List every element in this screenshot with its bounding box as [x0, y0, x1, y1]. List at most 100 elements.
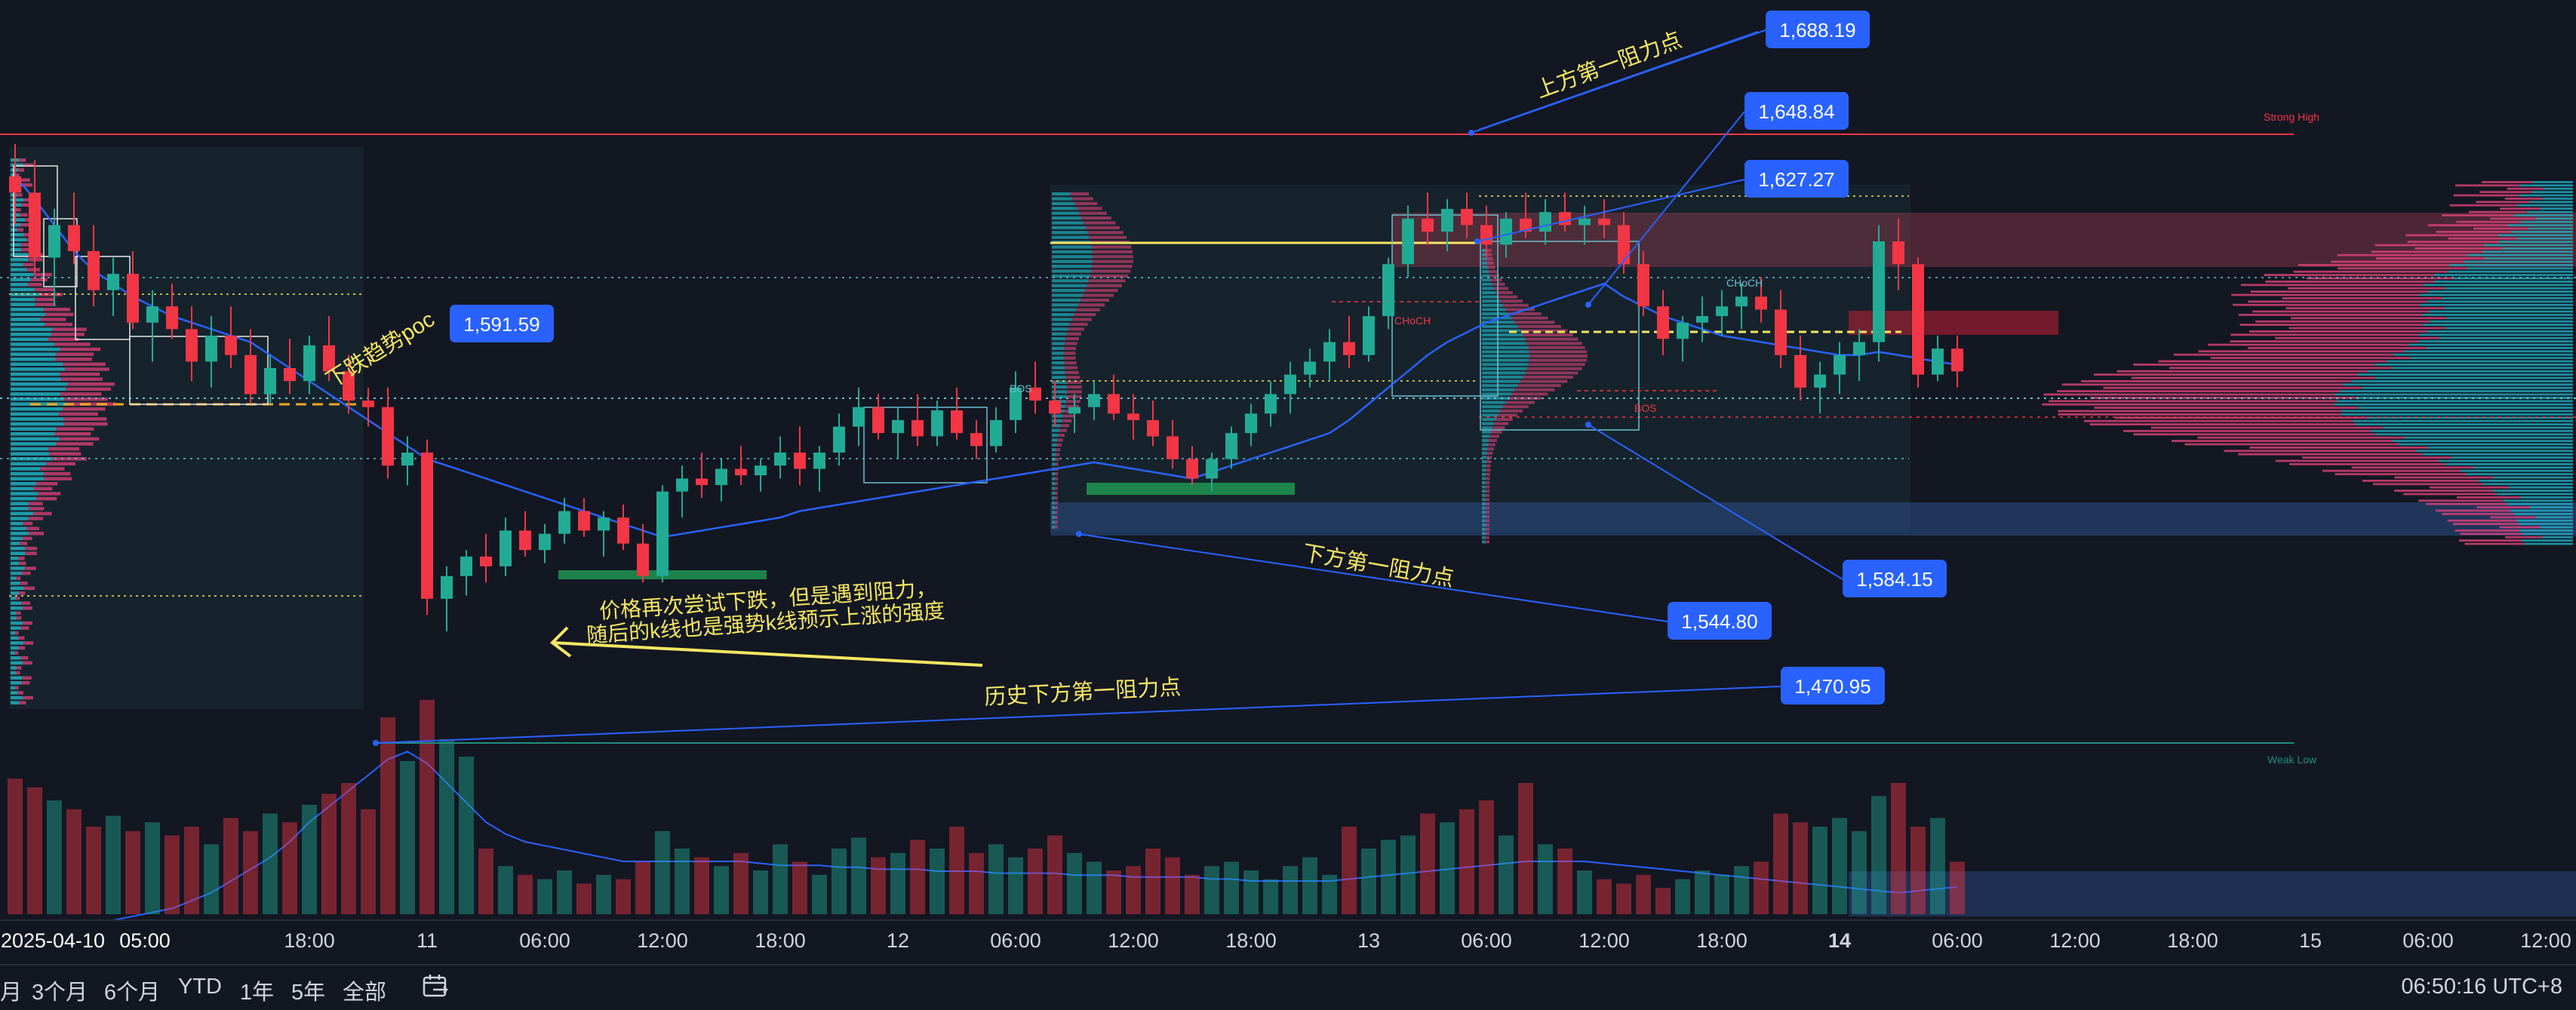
- range-ytd-button[interactable]: YTD: [178, 975, 222, 999]
- volume-bar: [164, 835, 180, 914]
- candle-body: [970, 433, 982, 447]
- volume-profile-bar: [54, 342, 91, 346]
- volume-profile-bar: [2265, 281, 2435, 283]
- volume-bar: [655, 830, 670, 914]
- volume-bar: [930, 849, 945, 914]
- candle-body: [186, 329, 198, 362]
- range-5-year-button[interactable]: 5年: [291, 981, 326, 1005]
- range-month-button[interactable]: 月: [0, 981, 23, 1005]
- candle-body: [1539, 212, 1551, 232]
- volume-profile-bar: [11, 551, 26, 555]
- volume-profile-bar: [2459, 539, 2522, 542]
- volume-profile-bar: [2158, 360, 2387, 363]
- range-3-month-button[interactable]: 3个月: [32, 981, 88, 1005]
- volume-profile-bar: [33, 487, 53, 491]
- candle-body: [1735, 296, 1748, 307]
- volume-profile-bar: [2445, 327, 2573, 330]
- volume-profile-bar: [1482, 295, 1499, 299]
- range-1-year-button[interactable]: 1年: [240, 981, 275, 1005]
- volume-profile-bar: [11, 318, 41, 321]
- volume-profile-bar: [1482, 511, 1486, 514]
- volume-profile-bar: [1052, 482, 1056, 486]
- volume-bar: [204, 844, 219, 914]
- volume-profile-bar: [2467, 267, 2573, 270]
- volume-profile-bar: [1056, 448, 1061, 452]
- volume-profile-bar: [1493, 287, 1509, 290]
- volume-profile-bar: [56, 427, 94, 431]
- range-6-month-button[interactable]: 6个月: [104, 981, 161, 1005]
- volume-profile-bar: [2240, 284, 2424, 287]
- volume-profile-bar: [20, 223, 29, 227]
- volume-profile-bar: [1065, 370, 1079, 374]
- candle-body: [1853, 342, 1865, 355]
- candle-body: [519, 530, 531, 551]
- volume-profile-bar: [11, 238, 26, 242]
- volume-profile-bar: [1482, 447, 1488, 451]
- volume-profile-bar: [2286, 307, 2444, 309]
- volume-profile-bar: [2337, 400, 2573, 403]
- volume-profile-bar: [2094, 407, 2358, 409]
- volume-profile-bar: [1482, 519, 1486, 523]
- volume-profile-bar: [43, 471, 71, 476]
- volume-profile-bar: [2535, 516, 2573, 519]
- volume-profile-bar: [45, 312, 74, 317]
- volume-profile-bar: [2498, 234, 2573, 237]
- volume-profile-bar: [1055, 520, 1059, 524]
- volume-profile-bar: [38, 492, 61, 496]
- volume-profile-bar: [1052, 308, 1077, 312]
- volume-profile-bar: [11, 233, 24, 237]
- volume-profile-bar: [2302, 456, 2452, 459]
- volume-bar: [1871, 796, 1886, 914]
- volume-profile-bar: [2513, 214, 2573, 216]
- volume-profile-bar: [1052, 506, 1056, 510]
- volume-profile-bar: [56, 442, 94, 446]
- volume-profile-bar: [1482, 287, 1494, 290]
- volume-profile-bar: [2468, 210, 2526, 213]
- volume-profile-bar: [1066, 390, 1082, 394]
- volume-profile-bar: [1485, 511, 1490, 514]
- volume-profile-bar: [1065, 404, 1079, 408]
- bos-zone: [1087, 483, 1295, 495]
- candle-body: [1912, 264, 1924, 375]
- volume-profile-bar: [2517, 204, 2573, 207]
- volume-profile-bar: [1052, 424, 1061, 428]
- range-all-button[interactable]: 全部: [343, 981, 387, 1005]
- volume-profile-bar: [2490, 217, 2536, 220]
- volume-profile-bar: [2520, 496, 2573, 499]
- volume-profile-bar: [1490, 430, 1502, 434]
- volume-profile-bar: [2298, 264, 2450, 266]
- volume-profile-bar: [1056, 453, 1060, 456]
- volume-profile-bar: [1482, 422, 1494, 425]
- candle-body: [872, 407, 884, 434]
- volume-profile-bar: [2519, 523, 2573, 525]
- candle-body: [1108, 394, 1120, 414]
- calendar-icon[interactable]: [421, 973, 451, 999]
- volume-profile-bar: [1482, 355, 1529, 358]
- volume-profile-bar: [11, 243, 21, 247]
- volume-profile-bar: [1486, 451, 1493, 455]
- candle-body: [735, 468, 747, 476]
- time-axis-label: 12:00: [637, 929, 688, 952]
- volume-profile-bar: [1487, 261, 1494, 265]
- candle-body: [1402, 218, 1414, 265]
- volume-profile-bar: [16, 208, 21, 212]
- volume-profile-bar: [2375, 364, 2573, 366]
- volume-profile-bar: [30, 278, 48, 281]
- volume-profile-bar: [1482, 498, 1486, 502]
- volume-profile-bar: [14, 631, 19, 635]
- time-axis-label: 13: [1357, 929, 1380, 952]
- volume-profile-bar: [2335, 473, 2467, 475]
- bottom-toolbar: 月 3个月 6个月 YTD 1年 5年 全部 06:50:16 UTC+8: [0, 964, 2576, 1008]
- volume-profile-bar: [11, 621, 23, 625]
- volume-profile-bar: [11, 546, 26, 551]
- volume-profile-bar: [1485, 506, 1490, 510]
- volume-profile-bar: [16, 611, 21, 616]
- volume-profile-bar: [1084, 221, 1116, 225]
- volume-profile-bar: [2427, 330, 2573, 333]
- volume-profile-bar: [1052, 293, 1084, 297]
- volume-profile-bar: [1485, 493, 1490, 497]
- volume-profile-bar: [2500, 207, 2541, 210]
- volume-profile-bar: [1052, 487, 1056, 490]
